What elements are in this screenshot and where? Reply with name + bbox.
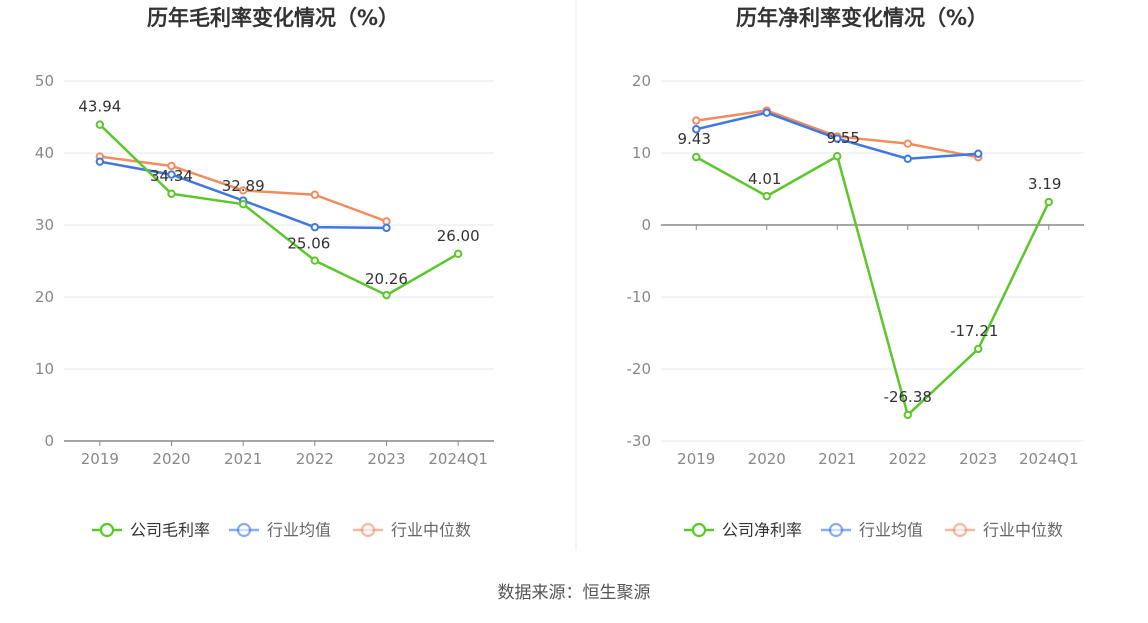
- y-tick-label: 50: [35, 72, 54, 90]
- x-tick-label: 2024Q1: [1019, 450, 1079, 468]
- y-tick-label: -10: [627, 288, 652, 306]
- series-point-1: [95, 120, 105, 129]
- series-point-3: [167, 161, 176, 171]
- series-point-3: [238, 186, 248, 195]
- series-point-2: [95, 157, 105, 166]
- legend-item-2: 行业均值: [229, 521, 331, 540]
- series-point-3: [310, 190, 320, 199]
- x-tick-label: 2023: [367, 450, 405, 468]
- series-point-1: [1044, 197, 1053, 207]
- series-line-1: [98, 123, 459, 297]
- series-point-1: [453, 249, 463, 259]
- series-point-1: [692, 152, 701, 162]
- series-point-3: [692, 116, 701, 125]
- series-point-3: [903, 139, 912, 148]
- series-point-2: [903, 154, 912, 163]
- data-label: -26.38: [884, 388, 932, 406]
- y-tick-label: 0: [44, 432, 54, 450]
- legend-marker: [691, 522, 707, 538]
- series-point-2: [833, 134, 842, 143]
- series-point-1: [382, 290, 391, 300]
- y-tick-label: 10: [632, 144, 651, 162]
- legend-label: 行业中位数: [391, 521, 471, 540]
- y-tick-label: 0: [641, 216, 651, 234]
- x-tick-label: 2019: [677, 450, 715, 468]
- data-label: 20.26: [365, 270, 408, 288]
- legend-marker: [828, 522, 844, 538]
- x-tick-label: 2020: [748, 450, 786, 468]
- series-point-1: [903, 410, 912, 420]
- y-tick-label: 30: [35, 216, 54, 234]
- series-point-2: [974, 149, 983, 158]
- series-point-2: [310, 222, 320, 232]
- data-label: 9.43: [678, 130, 711, 148]
- series-point-2: [382, 223, 391, 233]
- legend-item-2: 行业均值: [821, 521, 923, 540]
- legend-item-3: 行业中位数: [945, 521, 1063, 540]
- legend-label: 公司毛利率: [130, 521, 210, 540]
- legend-label: 行业均值: [267, 521, 331, 540]
- x-tick-label: 2023: [959, 450, 997, 468]
- x-tick-label: 2022: [889, 450, 927, 468]
- chart-title: 历年净利率变化情况（%）: [736, 6, 988, 30]
- y-tick-label: -20: [627, 360, 652, 378]
- data-label: 4.01: [748, 170, 781, 188]
- data-label: -17.21: [950, 322, 998, 340]
- x-tick-label: 2021: [224, 450, 262, 468]
- x-tick-label: 2022: [296, 450, 334, 468]
- series-point-1: [974, 344, 983, 354]
- legend-label: 公司净利率: [722, 521, 802, 540]
- x-tick-label: 2021: [818, 450, 856, 468]
- legend-marker: [99, 522, 115, 538]
- source-label: 数据来源：恒生聚源: [498, 583, 651, 603]
- x-tick-label: 2019: [81, 450, 119, 468]
- series-point-2: [692, 125, 701, 134]
- x-tick-label: 2024Q1: [428, 450, 488, 468]
- data-label: 26.00: [437, 227, 480, 245]
- legend-label: 行业均值: [859, 521, 923, 540]
- chart-panel-1: 历年毛利率变化情况（%） 0 10 20 30 40 50 2019 2020 2021 2022 2…: [35, 6, 494, 540]
- legend-marker: [360, 522, 376, 538]
- data-label: 32.89: [222, 177, 265, 195]
- series-point-3: [382, 217, 391, 226]
- data-label: 3.19: [1028, 175, 1061, 193]
- x-tick-label: 2020: [152, 450, 190, 468]
- series-point-1: [167, 189, 176, 198]
- data-label: 34.34: [150, 167, 193, 185]
- legend-item-1: 公司净利率: [684, 521, 802, 540]
- series-point-1: [833, 152, 842, 161]
- legend-marker: [952, 522, 968, 538]
- data-label: 9.55: [827, 129, 860, 147]
- legend-item-3: 行业中位数: [353, 521, 471, 540]
- series-point-1: [238, 199, 248, 209]
- series-line-1: [695, 154, 1050, 417]
- chart-panel-2: 历年净利率变化情况（%） -30 -20 -10 0 10 20 2019 2020 2021 20…: [627, 6, 1084, 540]
- y-tick-label: 20: [632, 72, 651, 90]
- series-point-1: [762, 191, 771, 201]
- series-point-1: [310, 256, 320, 265]
- legend-label: 行业中位数: [983, 521, 1063, 540]
- legend-item-1: 公司毛利率: [92, 521, 210, 540]
- chart-title: 历年毛利率变化情况（%）: [147, 6, 399, 30]
- y-tick-label: 40: [35, 144, 54, 162]
- data-label: 43.94: [78, 98, 121, 116]
- y-tick-label: 10: [35, 360, 54, 378]
- data-label: 25.06: [287, 235, 330, 253]
- series-point-2: [167, 170, 176, 179]
- series-point-2: [762, 108, 771, 117]
- y-tick-label: -30: [627, 432, 652, 450]
- legend-marker: [236, 522, 252, 538]
- y-tick-label: 20: [35, 288, 54, 306]
